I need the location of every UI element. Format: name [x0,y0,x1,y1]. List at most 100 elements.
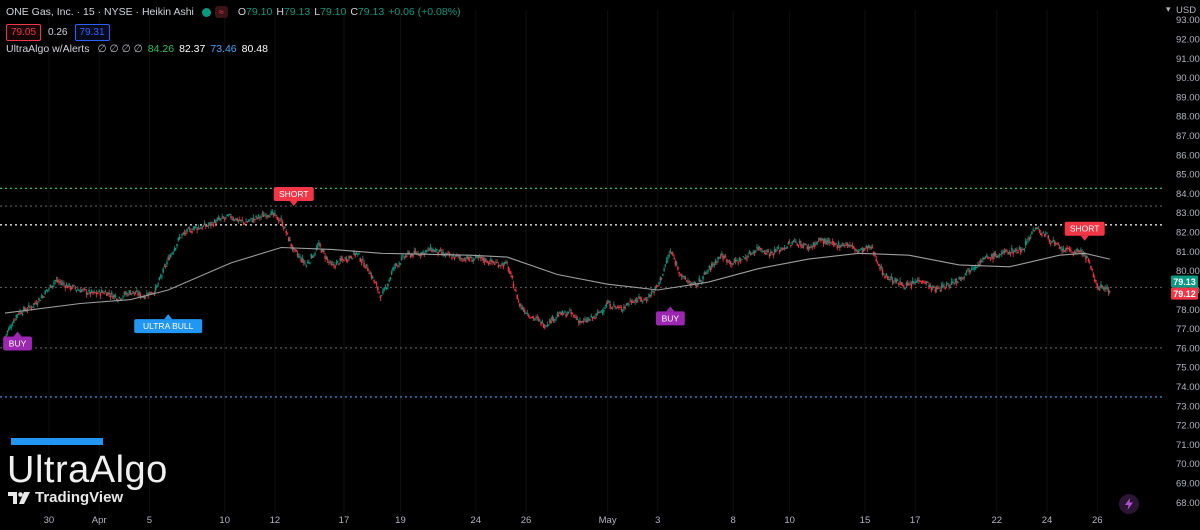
candle-body [1009,252,1012,254]
candle-body [862,247,865,251]
candle-body [913,282,915,284]
signal-ultra-bull[interactable]: ULTRA BULL [134,314,203,334]
candle-body [222,217,225,219]
candle-body [156,285,158,287]
candle-body [786,246,788,249]
candle-body [527,314,530,316]
candle-body [1018,247,1021,250]
signal-label: ULTRA BULL [143,321,194,331]
candle-body [259,217,261,219]
candle-body [807,246,810,249]
candle-body [522,309,525,311]
signal-box [1064,221,1105,236]
buy-button[interactable]: 79.31 [74,24,110,41]
candle-body [1021,248,1023,250]
candle-body [706,272,708,274]
candle-body [988,257,991,259]
candle-body [174,248,177,250]
candle-body [36,303,39,305]
sell-button[interactable]: 79.05 [6,24,42,41]
candle-body [577,320,580,323]
candle-body [695,285,698,287]
candle-body [600,310,603,312]
signal-short[interactable]: SHORT [273,186,314,206]
signal-short[interactable]: SHORT [1064,221,1105,241]
spread-value: 0.26 [48,27,68,38]
candle-body [437,252,439,254]
candle-body [457,255,459,257]
candle-body [1082,253,1085,256]
y-tick-label: 86.00 [1176,150,1200,161]
candle-body [594,317,596,319]
candle-body [277,220,280,222]
candle-body [51,285,54,287]
indicator-legend: UltraAlgo w/Alerts ∅ ∅ ∅ ∅ 84.26 82.37 7… [6,43,268,55]
signal-buy[interactable]: BUY [3,331,32,351]
candle-body [932,285,934,288]
candle-body [45,290,48,292]
candle-body [751,252,753,255]
candle-body [411,254,413,257]
candle-body [734,259,737,262]
candle-body [329,261,331,263]
tradingview-logo: TradingView [8,489,123,506]
candle-body [855,249,857,251]
candle-body [1076,248,1078,252]
candle-body [1032,229,1034,231]
watermark-bar [11,438,103,445]
candle-body [1050,243,1052,245]
candle-body [301,258,304,261]
candle-body [397,265,399,267]
candle-body [830,242,832,244]
candle-body [182,232,185,234]
candle-body [1037,227,1039,229]
candle-body [959,277,962,279]
candle-body [815,243,817,245]
candle-body [1028,238,1031,240]
candle-body [1080,249,1082,253]
candle-body [955,281,958,283]
candle-body [305,264,308,266]
candle-body [901,285,904,287]
y-tick-label: 81.00 [1176,247,1200,258]
candle-body [276,217,279,220]
high-label: H [276,6,284,18]
candle-body [893,282,895,284]
signal-buy[interactable]: BUY [655,306,685,326]
candle-body [255,216,257,218]
candle-body [210,223,212,226]
candle-body [539,319,541,321]
candle-body [40,296,43,298]
candle-body [433,250,436,252]
candle-body [458,256,461,258]
candle-body [982,257,984,260]
candle-body [884,275,886,279]
candle-body [562,313,565,315]
candle-body [545,325,547,327]
indicator-name[interactable]: UltraAlgo w/Alerts [6,43,90,55]
candle-body [249,219,251,221]
candle-body [143,296,146,299]
candle-body [802,244,805,247]
currency-menu-icon[interactable]: ▾ [1166,4,1171,14]
candle-body [803,243,806,245]
candle-body [461,258,463,260]
candle-body [30,307,33,309]
candle-body [60,283,63,285]
candle-body [886,276,889,279]
symbol-title[interactable]: ONE Gas, Inc. · 15 · NYSE · Heikin Ashi [6,6,194,18]
candle-body [601,311,604,313]
candle-body [796,243,798,246]
candle-body [80,290,83,292]
candle-body [409,255,412,258]
candle-body [996,255,998,258]
flash-icon[interactable] [1119,494,1139,514]
x-tick-label: 12 [270,515,281,526]
candle-body [350,257,353,259]
candle-body [1102,287,1105,289]
candle-body [699,280,702,282]
currency-label[interactable]: USD [1176,5,1197,16]
candle-body [428,249,431,251]
candle-body [75,289,78,291]
